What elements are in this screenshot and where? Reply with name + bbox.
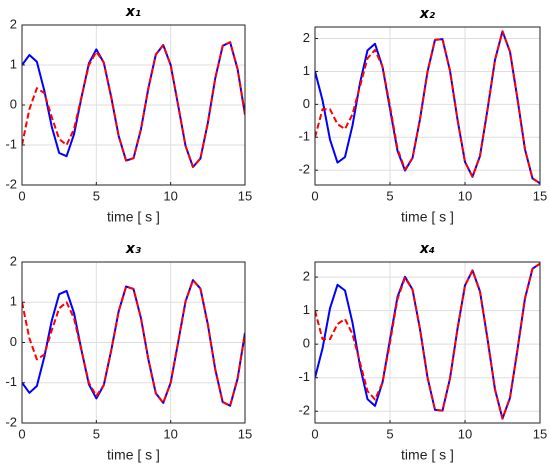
axes-frame xyxy=(21,261,246,424)
x-axis-label: time [ s ] xyxy=(401,209,454,225)
x-tick-label: 5 xyxy=(386,426,393,441)
y-tick-label: 0 xyxy=(10,334,17,349)
x-axis-label: time [ s ] xyxy=(107,447,160,463)
panel: 0 5 10 15 -2 -1 0 1 2 x₁ time [ s ] xyxy=(5,4,252,225)
y-tick-label: -1 xyxy=(298,129,310,144)
y-tick-label: 1 xyxy=(10,294,17,309)
y-tick-label: -1 xyxy=(298,369,310,384)
panel: 0 5 10 15 -2 -1 0 1 2 x₂ time [ s ] xyxy=(298,6,547,225)
panel: 0 5 10 15 -2 -1 0 1 2 x₄ time [ s ] xyxy=(298,241,547,463)
x-tick-label: 0 xyxy=(18,426,25,441)
x-tick-label: 5 xyxy=(93,426,100,441)
y-tick-label: 0 xyxy=(303,336,310,351)
x-tick-label: 0 xyxy=(311,426,318,441)
x-tick-label: 10 xyxy=(458,426,472,441)
x-tick-label: 0 xyxy=(18,188,25,203)
x-tick-label: 5 xyxy=(386,188,393,203)
y-tick-label: -2 xyxy=(298,403,310,418)
x-tick-label: 15 xyxy=(533,426,547,441)
x-tick-label: 5 xyxy=(93,188,100,203)
y-tick-label: -2 xyxy=(298,162,310,177)
y-tick-label: 2 xyxy=(10,16,17,31)
x-tick-label: 0 xyxy=(311,188,318,203)
chart-title: x₄ xyxy=(419,241,435,257)
y-tick-label: 1 xyxy=(303,302,310,317)
y-tick-label: 0 xyxy=(303,96,310,111)
chart-title: x₂ xyxy=(419,6,436,22)
y-tick-label: 1 xyxy=(303,63,310,78)
plot-area xyxy=(315,262,540,423)
axes-frame xyxy=(314,26,541,186)
y-tick-label: -2 xyxy=(5,176,17,191)
x-tick-label: 15 xyxy=(238,426,252,441)
chart-title: x₁ xyxy=(125,4,141,20)
x-tick-label: 10 xyxy=(163,426,177,441)
x-axis-label: time [ s ] xyxy=(107,209,160,225)
x-axis-label: time [ s ] xyxy=(401,447,454,463)
series-line xyxy=(315,30,540,185)
panel: 0 5 10 15 -2 -1 0 1 2 x₃ time [ s ] xyxy=(5,241,252,463)
y-tick-label: 1 xyxy=(10,56,17,71)
chart-title: x₃ xyxy=(125,241,141,257)
y-tick-label: -1 xyxy=(5,136,17,151)
series-line xyxy=(22,41,245,168)
y-tick-label: 2 xyxy=(303,30,310,45)
x-tick-label: 10 xyxy=(458,188,472,203)
y-tick-label: -1 xyxy=(5,374,17,389)
y-tick-label: 2 xyxy=(10,253,17,268)
y-tick-label: 0 xyxy=(10,96,17,111)
axes-frame xyxy=(314,261,541,424)
series-line xyxy=(315,262,540,420)
y-tick-label: -2 xyxy=(5,414,17,429)
series-line xyxy=(22,279,245,407)
x-tick-label: 10 xyxy=(163,188,177,203)
plot-area xyxy=(315,27,540,185)
y-tick-label: 2 xyxy=(303,269,310,284)
x-tick-label: 15 xyxy=(238,188,252,203)
x-tick-label: 15 xyxy=(533,188,547,203)
axes-frame xyxy=(21,24,246,186)
